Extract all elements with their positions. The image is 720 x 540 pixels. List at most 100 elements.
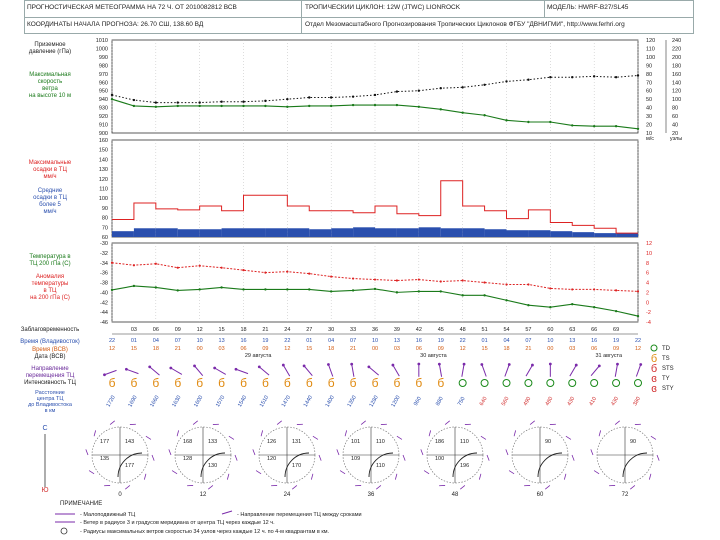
wind-barb	[291, 485, 298, 490]
anomaly-tick-label: 8	[646, 261, 649, 267]
wind-label: скорость	[38, 79, 63, 85]
radius-value: 120	[267, 456, 276, 462]
direction-arrow	[126, 368, 139, 375]
vladivostok-time-tick: 13	[219, 338, 225, 344]
utc-time-tick: 15	[306, 346, 312, 352]
precip-tick-label: 70	[102, 225, 108, 231]
wind-barb	[93, 430, 97, 437]
wind-kt-tick-label: 180	[672, 63, 681, 69]
wind-point	[286, 105, 289, 108]
utc-time-tick: 15	[131, 346, 137, 352]
direction-arrow	[235, 368, 249, 375]
precip-mean-label: осадки в ТЦ	[33, 195, 67, 201]
temp-tick-label: -32	[100, 251, 108, 257]
pressure-point	[592, 75, 596, 78]
anomaly-tick-label: 10	[646, 251, 652, 257]
utc-time-tick: 06	[416, 346, 422, 352]
vladivostok-time-tick: 22	[284, 338, 290, 344]
wind-barb	[88, 470, 95, 475]
pressure-point	[286, 97, 289, 101]
temperature-line	[111, 285, 639, 317]
direction-arrow-head	[548, 362, 552, 366]
wind-barb	[226, 473, 230, 480]
temp-tick-label: -42	[100, 300, 108, 306]
forecast-lead-label: Заблаговременность	[21, 327, 80, 333]
pressure-tick-label: 940	[99, 97, 108, 103]
temperature-point	[154, 286, 158, 289]
pressure-point	[439, 86, 442, 90]
pressure-point	[110, 93, 114, 97]
precip-mean-bar	[528, 230, 551, 237]
vladivostok-time-tick: 13	[569, 338, 575, 344]
anomaly-label: температуры	[32, 281, 69, 287]
wind-kt-tick-label: 140	[672, 80, 681, 86]
wind-barb	[486, 454, 490, 461]
wind-barb	[312, 435, 319, 440]
wind-ms-tick-label: 10	[646, 131, 652, 137]
precip-mean-bar	[155, 228, 178, 237]
utc-time-tick: 21	[175, 346, 181, 352]
forecast-hour-tick: 63	[569, 327, 575, 333]
distance-value: 1570	[215, 395, 226, 409]
anomaly-point	[614, 289, 618, 292]
temp-label: Температура в	[29, 254, 70, 260]
wind-barb	[339, 470, 346, 475]
wind-point	[176, 104, 179, 108]
vladivostok-time-tick: 01	[306, 338, 312, 344]
anomaly-label: на 200 гПа (C)	[30, 295, 70, 301]
temp-tick-label: -30	[100, 241, 108, 247]
forecast-hour-tick: 69	[613, 327, 619, 333]
wind-ms-unit: м/с	[646, 136, 654, 142]
radius-value: 90	[630, 439, 636, 445]
forecast-hour-tick: 45	[438, 327, 444, 333]
temperature-point	[220, 286, 223, 289]
pressure-point	[351, 95, 355, 98]
wind-barb	[260, 430, 264, 437]
wind-barb	[168, 449, 172, 456]
temperature-point	[614, 309, 618, 313]
utc-time-tick: 21	[525, 346, 531, 352]
wheel-hour-label: 60	[537, 492, 544, 498]
temperature-point	[242, 288, 245, 291]
pressure-point	[483, 83, 486, 87]
direction-arrow	[590, 365, 600, 376]
vladivostok-time-tick: 04	[328, 338, 334, 344]
direction-arrow-head	[417, 362, 421, 366]
direction-arrow	[504, 364, 510, 377]
legend-icon: ɞ	[651, 373, 657, 385]
utc-time-tick: 03	[569, 346, 575, 352]
radius-value: 133	[208, 439, 217, 445]
wind-ms-tick-label: 100	[646, 55, 655, 61]
anomaly-point	[549, 287, 552, 290]
vladivostok-time-tick: 19	[613, 338, 619, 344]
anomaly-point	[571, 288, 574, 291]
precip-mean-bar	[418, 227, 441, 237]
direction-arrow-head	[574, 363, 578, 367]
compass-south: Ю	[41, 487, 48, 494]
wind-barb	[85, 449, 89, 456]
direction-arrow-head	[507, 363, 511, 366]
anomaly-point	[264, 271, 267, 274]
anomaly-tick-label: -2	[646, 310, 651, 316]
anomaly-label: Аномалия	[36, 274, 64, 280]
wind-barb	[360, 420, 367, 425]
pressure-point	[132, 98, 136, 102]
wind-point	[636, 127, 640, 130]
precip-mean-bar	[396, 228, 419, 237]
forecast-hour-tick: 21	[262, 327, 268, 333]
wind-barb	[428, 430, 432, 437]
wind-point	[571, 124, 574, 127]
distance-value: 1690	[127, 395, 138, 409]
direction-arrow-head	[616, 362, 619, 366]
precip-mean-bar	[506, 230, 529, 237]
wheel-hour-label: 48	[452, 492, 459, 498]
utc-time-tick: 03	[219, 346, 225, 352]
header-divider	[544, 1, 545, 17]
radius-arc	[284, 452, 310, 478]
wind-barb	[145, 435, 152, 440]
wind-ms-tick-label: 80	[646, 72, 652, 78]
anomaly-point	[176, 266, 179, 269]
pressure-point	[417, 89, 421, 92]
wind-barb	[192, 420, 199, 425]
wind-barb	[276, 420, 283, 425]
